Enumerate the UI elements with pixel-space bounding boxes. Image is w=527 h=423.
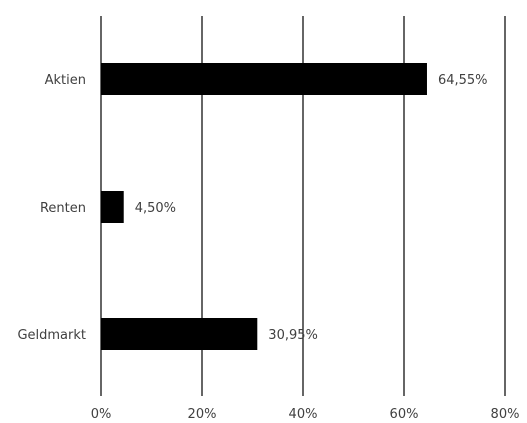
category-label: Renten [40,201,86,216]
x-tick-label: 60% [390,407,419,422]
bar-geldmarkt [101,318,258,350]
x-tick-label: 40% [289,407,318,422]
category-label: Aktien [45,73,86,88]
data-labels: 64,55% 4,50% 30,95% [135,73,488,343]
data-label: 4,50% [135,201,176,216]
bars [101,63,427,350]
data-label: 64,55% [438,73,488,88]
bar-aktien [101,63,427,95]
x-tick-label: 20% [188,407,217,422]
bar-renten [101,191,124,223]
x-tick-label: 0% [91,407,112,422]
category-labels: Aktien Renten Geldmarkt [17,73,86,343]
category-label: Geldmarkt [17,328,86,343]
x-tick-label: 80% [491,407,520,422]
x-tick-labels: 0% 20% 40% 60% 80% [91,407,520,422]
data-label: 30,95% [268,328,318,343]
